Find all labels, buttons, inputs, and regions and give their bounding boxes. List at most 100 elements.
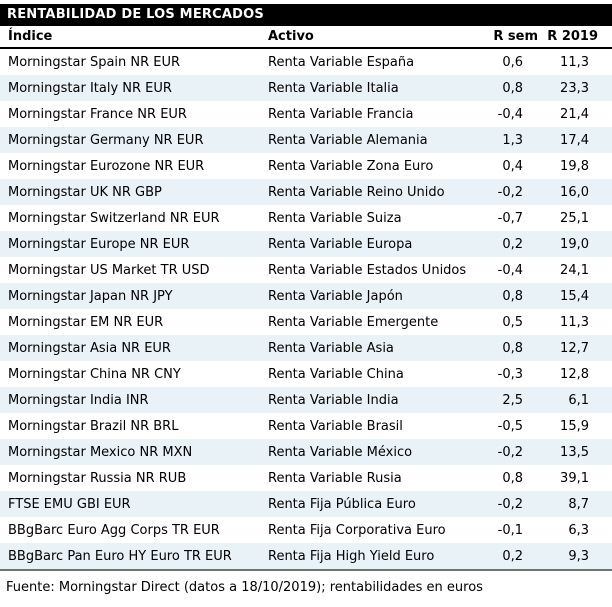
r-sem-cell: 0,8 xyxy=(502,340,523,356)
r-2019-cell: 24,1 xyxy=(560,262,589,278)
index-cell: Morningstar India INR xyxy=(8,392,149,408)
table-row: Morningstar EM NR EUR Renta Variable Emer… xyxy=(0,309,612,335)
asset-cell: Renta Variable Zona Euro xyxy=(268,158,434,174)
index-cell: Morningstar Brazil NR BRL xyxy=(8,418,179,434)
r-sem-cell: -0,2 xyxy=(497,184,523,200)
asset-cell: Renta Variable México xyxy=(268,444,413,460)
r-sem-cell: -0,3 xyxy=(497,366,523,382)
r-sem-cell: 0,4 xyxy=(502,158,523,174)
table-row: Morningstar China NR CNY Renta Variable C… xyxy=(0,361,612,387)
r-sem-cell: 0,8 xyxy=(502,288,523,304)
table-row: Morningstar Russia NR RUB Renta Variable … xyxy=(0,465,612,491)
index-cell: Morningstar Spain NR EUR xyxy=(8,54,181,70)
asset-cell: Renta Variable Emergente xyxy=(268,314,439,330)
index-cell: BBgBarc Pan Euro HY Euro TR EUR xyxy=(8,548,232,564)
r-2019-cell: 6,3 xyxy=(568,522,589,538)
table-title-bar: RENTABILIDAD DE LOS MERCADOS xyxy=(0,4,612,26)
r-2019-cell: 6,1 xyxy=(568,392,589,408)
asset-cell: Renta Fija High Yield Euro xyxy=(268,548,435,564)
table-row: BBgBarc Pan Euro HY Euro TR EUR Renta Fij… xyxy=(0,543,612,570)
r-2019-cell: 39,1 xyxy=(560,470,589,486)
asset-cell: Renta Variable Suiza xyxy=(268,210,402,226)
r-sem-cell: 0,8 xyxy=(502,470,523,486)
table-row: Morningstar US Market TR USD Renta Variab… xyxy=(0,257,612,283)
table-row: BBgBarc Euro Agg Corps TR EUR Renta Fija … xyxy=(0,517,612,543)
table-row: Morningstar Mexico NR MXN Renta Variable … xyxy=(0,439,612,465)
asset-cell: Renta Variable Europa xyxy=(268,236,413,252)
asset-cell: Renta Variable Alemania xyxy=(268,132,428,148)
col-header-activo: Activo xyxy=(260,26,480,49)
table-row: Morningstar Japan NR JPY Renta Variable J… xyxy=(0,283,612,309)
r-sem-cell: -0,4 xyxy=(497,106,523,122)
table-row: Morningstar Asia NR EUR Renta Variable As… xyxy=(0,335,612,361)
markets-table: Índice Activo R sem R 2019 Morningstar S… xyxy=(0,26,612,571)
r-2019-cell: 11,3 xyxy=(560,54,589,70)
col-header-indice: Índice xyxy=(0,26,260,49)
r-2019-cell: 15,9 xyxy=(560,418,589,434)
r-2019-cell: 13,5 xyxy=(560,444,589,460)
index-cell: Morningstar Eurozone NR EUR xyxy=(8,158,205,174)
asset-cell: Renta Variable Japón xyxy=(268,288,403,304)
r-2019-cell: 12,7 xyxy=(560,340,589,356)
index-cell: BBgBarc Euro Agg Corps TR EUR xyxy=(8,522,220,538)
asset-cell: Renta Variable España xyxy=(268,54,415,70)
index-cell: Morningstar US Market TR USD xyxy=(8,262,210,278)
r-sem-cell: -0,4 xyxy=(497,262,523,278)
index-cell: Morningstar EM NR EUR xyxy=(8,314,164,330)
r-2019-cell: 19,8 xyxy=(560,158,589,174)
table-row: Morningstar Europe NR EUR Renta Variable … xyxy=(0,231,612,257)
r-2019-cell: 16,0 xyxy=(560,184,589,200)
source-note: Fuente: Morningstar Direct (datos a 18/1… xyxy=(6,580,483,595)
table-row: Morningstar Germany NR EUR Renta Variable… xyxy=(0,127,612,153)
asset-cell: Renta Variable Francia xyxy=(268,106,414,122)
r-2019-cell: 8,7 xyxy=(568,496,589,512)
r-2019-cell: 25,1 xyxy=(560,210,589,226)
asset-cell: Renta Variable Reino Unido xyxy=(268,184,445,200)
table-row: Morningstar Spain NR EUR Renta Variable E… xyxy=(0,48,612,75)
r-sem-cell: 2,5 xyxy=(502,392,523,408)
index-cell: Morningstar Europe NR EUR xyxy=(8,236,190,252)
index-cell: Morningstar Italy NR EUR xyxy=(8,80,172,96)
r-2019-cell: 11,3 xyxy=(560,314,589,330)
index-cell: Morningstar Japan NR JPY xyxy=(8,288,173,304)
asset-cell: Renta Variable Brasil xyxy=(268,418,403,434)
table-title: RENTABILIDAD DE LOS MERCADOS xyxy=(7,7,264,22)
index-cell: Morningstar France NR EUR xyxy=(8,106,187,122)
index-cell: Morningstar Mexico NR MXN xyxy=(8,444,193,460)
r-2019-cell: 17,4 xyxy=(560,132,589,148)
asset-cell: Renta Variable Rusia xyxy=(268,470,402,486)
r-sem-cell: 0,2 xyxy=(502,236,523,252)
index-cell: FTSE EMU GBI EUR xyxy=(8,496,131,512)
asset-cell: Renta Variable India xyxy=(268,392,399,408)
r-2019-cell: 9,3 xyxy=(568,548,589,564)
r-2019-cell: 23,3 xyxy=(560,80,589,96)
r-sem-cell: 0,5 xyxy=(502,314,523,330)
asset-cell: Renta Variable Italia xyxy=(268,80,399,96)
table-row: Morningstar Italy NR EUR Renta Variable I… xyxy=(0,75,612,101)
r-sem-cell: -0,7 xyxy=(497,210,523,226)
index-cell: Morningstar Russia NR RUB xyxy=(8,470,187,486)
table-row: Morningstar France NR EUR Renta Variable … xyxy=(0,101,612,127)
r-2019-cell: 21,4 xyxy=(560,106,589,122)
market-returns-panel: RENTABILIDAD DE LOS MERCADOS Índice Acti… xyxy=(0,4,612,595)
index-cell: Morningstar China NR CNY xyxy=(8,366,181,382)
r-2019-cell: 12,8 xyxy=(560,366,589,382)
table-row: Morningstar UK NR GBP Renta Variable Rein… xyxy=(0,179,612,205)
asset-cell: Renta Fija Pública Euro xyxy=(268,496,416,512)
col-header-r-2019: R 2019 xyxy=(538,26,612,49)
r-sem-cell: -0,5 xyxy=(497,418,523,434)
col-header-r-sem: R sem xyxy=(480,26,538,49)
asset-cell: Renta Variable Asia xyxy=(268,340,394,356)
table-row: Morningstar Switzerland NR EUR Renta Vari… xyxy=(0,205,612,231)
r-sem-cell: -0,2 xyxy=(497,444,523,460)
r-2019-cell: 15,4 xyxy=(560,288,589,304)
asset-cell: Renta Variable Estados Unidos xyxy=(268,262,467,278)
table-row: Morningstar Brazil NR BRL Renta Variable … xyxy=(0,413,612,439)
table-row: Morningstar India INR Renta Variable Indi… xyxy=(0,387,612,413)
table-row: Morningstar Eurozone NR EUR Renta Variabl… xyxy=(0,153,612,179)
r-sem-cell: -0,1 xyxy=(497,522,523,538)
r-sem-cell: 0,8 xyxy=(502,80,523,96)
index-cell: Morningstar Germany NR EUR xyxy=(8,132,204,148)
header-row: Índice Activo R sem R 2019 xyxy=(0,26,612,49)
index-cell: Morningstar Switzerland NR EUR xyxy=(8,210,220,226)
